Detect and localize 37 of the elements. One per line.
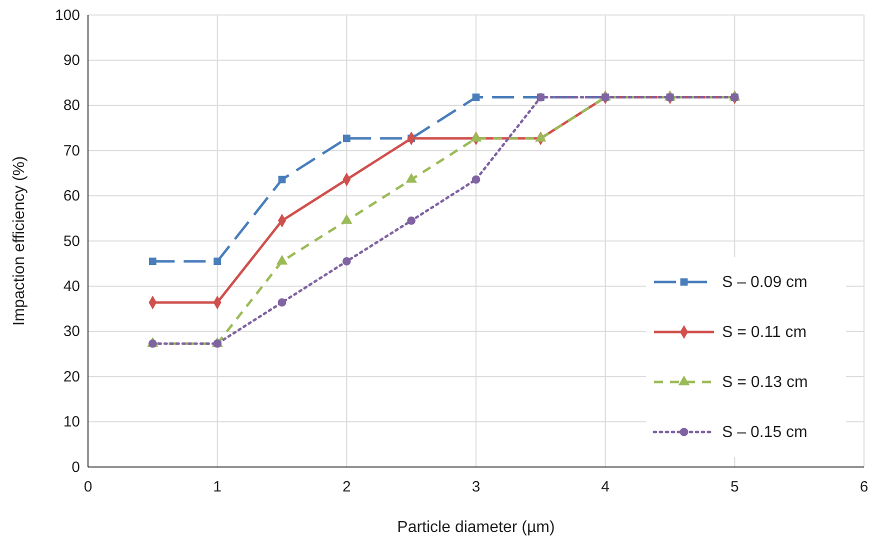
- x-tick-label: 1: [213, 478, 222, 496]
- x-tick-label: 3: [472, 478, 480, 496]
- point: [472, 175, 480, 184]
- x-tick-label: 2: [342, 478, 351, 496]
- point: [341, 214, 352, 224]
- point: [342, 134, 350, 142]
- point: [276, 254, 288, 265]
- legend-label: S – 0.09 cm: [722, 274, 808, 291]
- point: [342, 257, 351, 266]
- legend-label: S = 0.11 cm: [722, 324, 807, 341]
- y-tick-label: 80: [63, 97, 80, 114]
- x-tick-label: 4: [601, 478, 610, 496]
- point: [472, 94, 480, 101]
- point: [278, 298, 286, 307]
- x-tick-label: 0: [84, 478, 92, 496]
- y-tick-label: 40: [63, 278, 80, 295]
- point: [214, 258, 222, 266]
- x-axis-title: Particle diameter (µm): [397, 519, 555, 536]
- point: [406, 173, 417, 183]
- point: [535, 132, 546, 142]
- y-tick-label: 10: [63, 414, 80, 431]
- y-tick-label: 30: [63, 323, 80, 340]
- x-tick-label: 6: [860, 478, 868, 496]
- y-tick-label: 90: [63, 52, 80, 69]
- y-tick-label: 50: [63, 232, 80, 250]
- x-tick-label: 5: [730, 478, 739, 496]
- legend-label: S = 0.13 cm: [722, 374, 808, 391]
- y-tick-label: 60: [63, 188, 80, 205]
- point: [470, 132, 482, 142]
- y-tick-label: 20: [63, 368, 80, 386]
- legend-label: S – 0.15 cm: [722, 424, 808, 441]
- point: [148, 258, 156, 266]
- y-axis-title: Impaction efficiency (%): [11, 156, 28, 326]
- y-tick-label: 0: [72, 458, 80, 476]
- y-tick-label: 70: [63, 142, 80, 160]
- y-tick-label: 100: [54, 6, 80, 24]
- point: [407, 216, 416, 225]
